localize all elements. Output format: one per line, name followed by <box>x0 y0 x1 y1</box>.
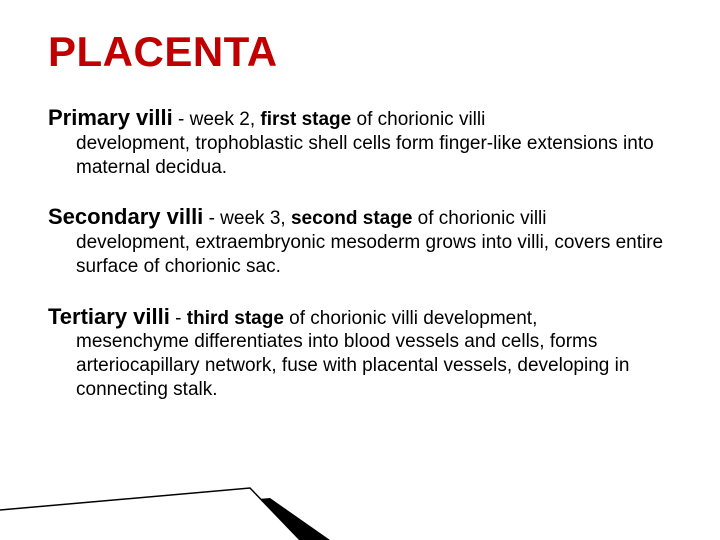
lead-pre-secondary: - week 3, <box>203 208 291 229</box>
stage-primary: first stage <box>260 109 351 130</box>
body-secondary: development, extraembryonic mesoderm gro… <box>48 231 672 279</box>
lead-post-tertiary: of chorionic villi development, <box>284 308 537 329</box>
entry-tertiary: Tertiary villi - third stage of chorioni… <box>48 303 672 402</box>
slide: PLACENTA Primary villi - week 2, first s… <box>0 0 720 540</box>
page-title: PLACENTA <box>48 28 672 76</box>
entry-primary: Primary villi - week 2, first stage of c… <box>48 104 672 179</box>
stage-tertiary: third stage <box>187 308 284 329</box>
entry-secondary: Secondary villi - week 3, second stage o… <box>48 203 672 278</box>
term-primary: Primary villi <box>48 105 173 130</box>
term-secondary: Secondary villi <box>48 204 203 229</box>
lead-post-secondary: of chorionic villi <box>412 208 546 229</box>
body-primary: development, trophoblastic shell cells f… <box>48 132 672 180</box>
lead-tertiary: - third stage of chorionic villi develop… <box>170 308 537 329</box>
lead-primary: - week 2, first stage of chorionic villi <box>173 109 486 130</box>
corner-decor-icon <box>0 450 340 540</box>
body-tertiary: mesenchyme differentiates into blood ves… <box>48 330 672 401</box>
lead-secondary: - week 3, second stage of chorionic vill… <box>203 208 546 229</box>
term-tertiary: Tertiary villi <box>48 304 170 329</box>
lead-pre-primary: - week 2, <box>173 109 261 130</box>
stage-secondary: second stage <box>291 208 412 229</box>
lead-post-primary: of chorionic villi <box>351 109 485 130</box>
lead-pre-tertiary: - <box>170 308 187 329</box>
